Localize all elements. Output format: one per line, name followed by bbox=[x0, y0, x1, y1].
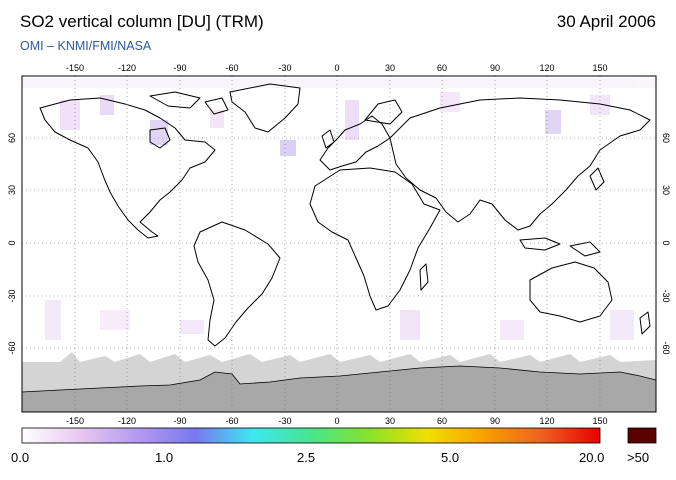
lon-tick: -90 bbox=[173, 416, 186, 426]
arctic-islands bbox=[149, 91, 201, 109]
lat-tick: -30 bbox=[661, 289, 671, 302]
lon-tick: 30 bbox=[385, 63, 395, 73]
lat-ticks-left: 60 30 0 -30 -60 bbox=[7, 133, 17, 355]
australia bbox=[529, 261, 613, 323]
map-frame bbox=[21, 75, 657, 413]
arctic-islands-2 bbox=[204, 97, 229, 115]
so2-field bbox=[22, 78, 656, 340]
lon-tick: 60 bbox=[437, 63, 447, 73]
africa bbox=[309, 167, 441, 311]
colorbar bbox=[21, 427, 601, 444]
lon-tick: -150 bbox=[66, 63, 84, 73]
map-panel bbox=[22, 76, 656, 412]
graticule bbox=[22, 76, 656, 412]
colorbar-label: 1.0 bbox=[155, 450, 174, 465]
lat-tick: 30 bbox=[661, 185, 671, 195]
lon-tick: 0 bbox=[334, 416, 339, 426]
lon-tick: 150 bbox=[592, 63, 607, 73]
japan bbox=[589, 167, 605, 191]
data-credit: OMI – KNMI/FMI/NASA bbox=[20, 39, 152, 53]
map-date: 30 April 2006 bbox=[556, 12, 656, 31]
lat-tick: 30 bbox=[7, 185, 17, 195]
south-america bbox=[193, 221, 281, 347]
lat-tick: 60 bbox=[661, 133, 671, 143]
lon-tick: -90 bbox=[173, 63, 186, 73]
lat-tick: -60 bbox=[7, 341, 17, 354]
new-zealand bbox=[639, 311, 651, 335]
lat-ticks-right: 60 30 0 -30 -60 bbox=[661, 133, 671, 355]
lon-tick: -30 bbox=[278, 63, 291, 73]
lat-tick: 0 bbox=[661, 240, 671, 245]
north-america bbox=[39, 97, 216, 239]
colorbar-label: 20.0 bbox=[579, 450, 605, 465]
lon-tick: 90 bbox=[490, 63, 500, 73]
lat-tick: 60 bbox=[7, 133, 17, 143]
lat-tick: -60 bbox=[661, 341, 671, 354]
madagascar bbox=[419, 263, 429, 291]
colorbar-label: 5.0 bbox=[441, 450, 460, 465]
asia bbox=[389, 97, 651, 231]
lat-tick: -30 bbox=[7, 289, 17, 302]
map-title: SO2 vertical column [DU] (TRM) bbox=[20, 12, 264, 31]
lon-tick: 0 bbox=[334, 63, 339, 73]
greenland bbox=[229, 83, 301, 133]
colorbar-label: >50 bbox=[627, 450, 650, 465]
colorbar-label: 0.0 bbox=[11, 450, 30, 465]
lon-tick: 30 bbox=[385, 416, 395, 426]
colorbar-overflow bbox=[627, 427, 657, 444]
antarctica bbox=[22, 365, 656, 412]
lon-ticks-bottom: -150 -120 -90 -60 -30 0 30 60 90 120 150 bbox=[66, 416, 608, 426]
colorbar-label: 2.5 bbox=[297, 450, 316, 465]
lon-tick: -60 bbox=[225, 416, 238, 426]
hudson-bay bbox=[149, 127, 171, 149]
coastlines bbox=[39, 83, 651, 347]
lat-tick: 0 bbox=[7, 240, 17, 245]
indonesia bbox=[519, 237, 561, 251]
scandinavia bbox=[364, 99, 403, 125]
lon-tick: -120 bbox=[118, 416, 136, 426]
lon-tick: 150 bbox=[592, 416, 607, 426]
lon-tick: 90 bbox=[490, 416, 500, 426]
europe bbox=[319, 115, 391, 171]
lon-tick: 120 bbox=[539, 63, 554, 73]
lon-tick: -120 bbox=[118, 63, 136, 73]
lon-ticks-top: -150 -120 -90 -60 -30 0 30 60 90 120 150 bbox=[66, 63, 608, 73]
british-isles bbox=[321, 129, 335, 149]
lon-tick: 60 bbox=[437, 416, 447, 426]
lon-tick: -150 bbox=[66, 416, 84, 426]
lon-tick: -60 bbox=[225, 63, 238, 73]
lon-tick: -30 bbox=[278, 416, 291, 426]
lon-tick: 120 bbox=[539, 416, 554, 426]
